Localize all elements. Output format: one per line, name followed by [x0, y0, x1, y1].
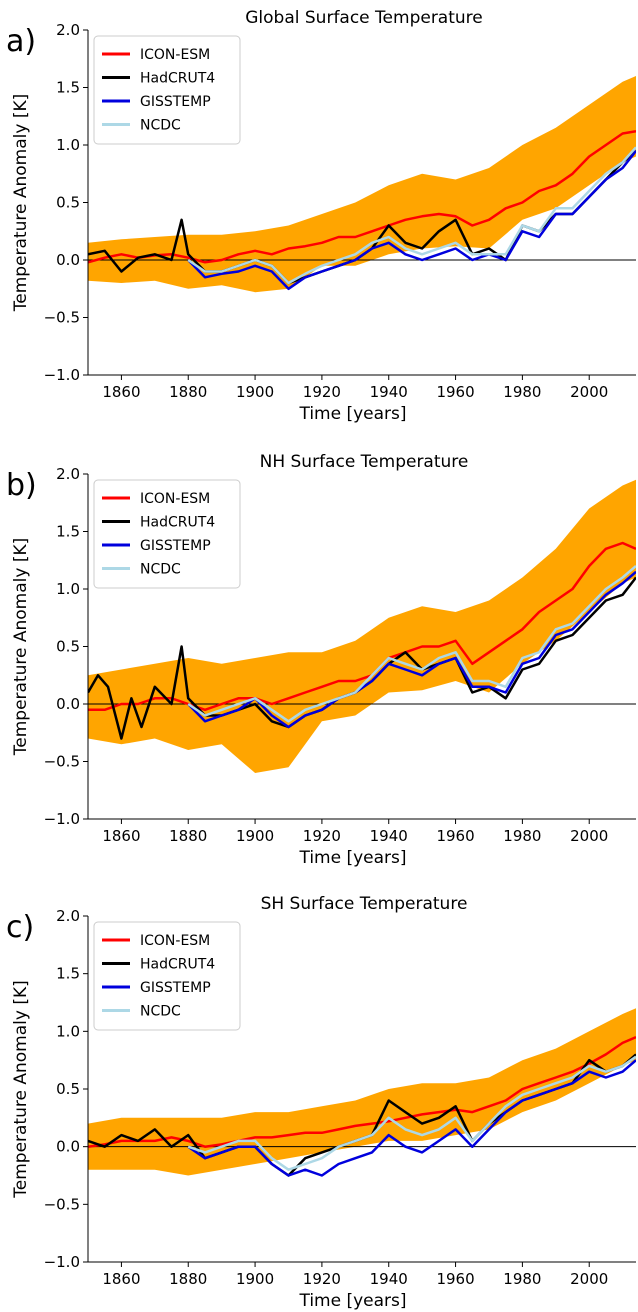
x-tick-label: 1860 [102, 1270, 140, 1288]
x-axis-label: Time [years] [298, 404, 406, 424]
series-line-ncdc [187, 1055, 636, 1171]
x-tick-label: 1940 [370, 827, 408, 845]
legend-label: GISSTEMP [140, 538, 211, 554]
plot-area [88, 479, 636, 773]
plot-area [88, 76, 636, 293]
y-tick-label: 2.0 [56, 21, 80, 39]
y-axis-label: Temperature Anomaly [K] [11, 538, 31, 756]
y-tick-label: 2.0 [56, 465, 80, 483]
legend-label: HadCRUT4 [140, 957, 215, 973]
chart-panel-3: −1.0 −0.5 0.0 0.5 1.0 1.5 2.0 1860 1880 1900 1920 1… [6, 894, 636, 1311]
x-axis-label: Time [years] [298, 848, 406, 868]
legend-label: ICON-ESM [140, 47, 210, 63]
chart-title: Global Surface Temperature [245, 8, 483, 28]
y-tick-label: −1.0 [44, 810, 80, 828]
y-tick-label: −0.5 [44, 309, 80, 327]
series-line-icon-esm [88, 129, 636, 264]
y-tick-label: −0.5 [44, 1195, 80, 1213]
y-tick-label: 0.0 [56, 695, 80, 713]
legend-label: GISSTEMP [140, 980, 211, 996]
y-tick-label: 2.0 [56, 907, 80, 925]
y-tick-label: 0.0 [56, 251, 80, 269]
y-tick-label: 1.5 [56, 79, 80, 97]
x-tick-label: 1860 [102, 827, 140, 845]
series-line-icon-esm [88, 541, 636, 712]
x-tick-label: 1880 [169, 1270, 207, 1288]
legend-box [93, 921, 241, 1031]
x-tick-label: 1960 [436, 827, 474, 845]
legend-label: NCDC [140, 1004, 181, 1020]
x-tick-label: 1880 [169, 827, 207, 845]
legend-label: GISSTEMP [140, 94, 211, 110]
y-tick-label: 1.5 [56, 965, 80, 983]
x-tick-label: 1920 [303, 827, 341, 845]
x-tick-label: 1980 [503, 1270, 541, 1288]
ensemble-spread-band [88, 76, 636, 293]
legend-label: ICON-ESM [140, 491, 210, 507]
legend: ICON-ESM HadCRUT4 GISSTEMP NCDC [93, 479, 241, 589]
x-tick-label: 1980 [503, 827, 541, 845]
legend: ICON-ESM HadCRUT4 GISSTEMP NCDC [93, 921, 241, 1031]
y-tick-label: 1.0 [56, 1022, 80, 1040]
y-tick-label: 0.5 [56, 194, 80, 212]
x-tick-label: 1940 [370, 1270, 408, 1288]
x-tick-label: 2000 [570, 383, 608, 401]
y-tick-label: −0.5 [44, 753, 80, 771]
y-tick-label: 0.5 [56, 1080, 80, 1098]
ensemble-spread-band [88, 479, 636, 773]
x-tick-label: 2000 [570, 827, 608, 845]
x-tick-label: 1900 [236, 827, 274, 845]
x-tick-label: 1920 [303, 1270, 341, 1288]
series-line-gisstemp [187, 150, 636, 291]
series-line-icon-esm [88, 1035, 636, 1148]
chart-panel-1: −1.0 −0.5 0.0 0.5 1.0 1.5 2.0 1860 1880 1900 1920 1… [6, 8, 636, 424]
ensemble-spread-band [88, 1008, 636, 1176]
y-tick-label: 0.0 [56, 1138, 80, 1156]
series-line-gisstemp [187, 570, 636, 729]
x-tick-label: 1920 [303, 383, 341, 401]
x-tick-label: 1880 [169, 383, 207, 401]
y-tick-label: −1.0 [44, 366, 80, 384]
y-tick-label: 1.0 [56, 136, 80, 154]
x-tick-label: 1960 [436, 383, 474, 401]
legend-label: NCDC [140, 118, 181, 134]
x-axis-label: Time [years] [298, 1291, 406, 1311]
y-tick-label: 1.5 [56, 523, 80, 541]
legend-box [93, 479, 241, 589]
series-line-ncdc [187, 565, 636, 723]
x-tick-label: 1900 [236, 383, 274, 401]
panel-label: a) [6, 24, 36, 59]
y-tick-label: 1.0 [56, 580, 80, 598]
chart-panel-2: −1.0 −0.5 0.0 0.5 1.0 1.5 2.0 1860 1880 1900 1920 1… [6, 452, 636, 868]
panel-label: c) [6, 910, 34, 945]
legend: ICON-ESM HadCRUT4 GISSTEMP NCDC [93, 35, 241, 145]
plot-area [88, 1008, 636, 1177]
legend-label: ICON-ESM [140, 933, 210, 949]
x-tick-label: 1980 [503, 383, 541, 401]
y-tick-label: −1.0 [44, 1253, 80, 1271]
legend-label: HadCRUT4 [140, 515, 215, 531]
chart-title: SH Surface Temperature [261, 894, 468, 914]
series-line-gisstemp [187, 1059, 636, 1177]
x-tick-label: 1860 [102, 383, 140, 401]
x-tick-label: 1900 [236, 1270, 274, 1288]
y-axis-label: Temperature Anomaly [K] [11, 980, 31, 1198]
x-tick-label: 2000 [570, 1270, 608, 1288]
x-tick-label: 1940 [370, 383, 408, 401]
legend-label: HadCRUT4 [140, 71, 215, 87]
x-tick-label: 1960 [436, 1270, 474, 1288]
legend-label: NCDC [140, 562, 181, 578]
panel-label: b) [6, 468, 37, 503]
legend-box [93, 35, 241, 145]
y-axis-label: Temperature Anomaly [K] [11, 94, 31, 312]
series-line-ncdc [187, 146, 636, 285]
y-tick-label: 0.5 [56, 638, 80, 656]
chart-title: NH Surface Temperature [260, 452, 469, 472]
